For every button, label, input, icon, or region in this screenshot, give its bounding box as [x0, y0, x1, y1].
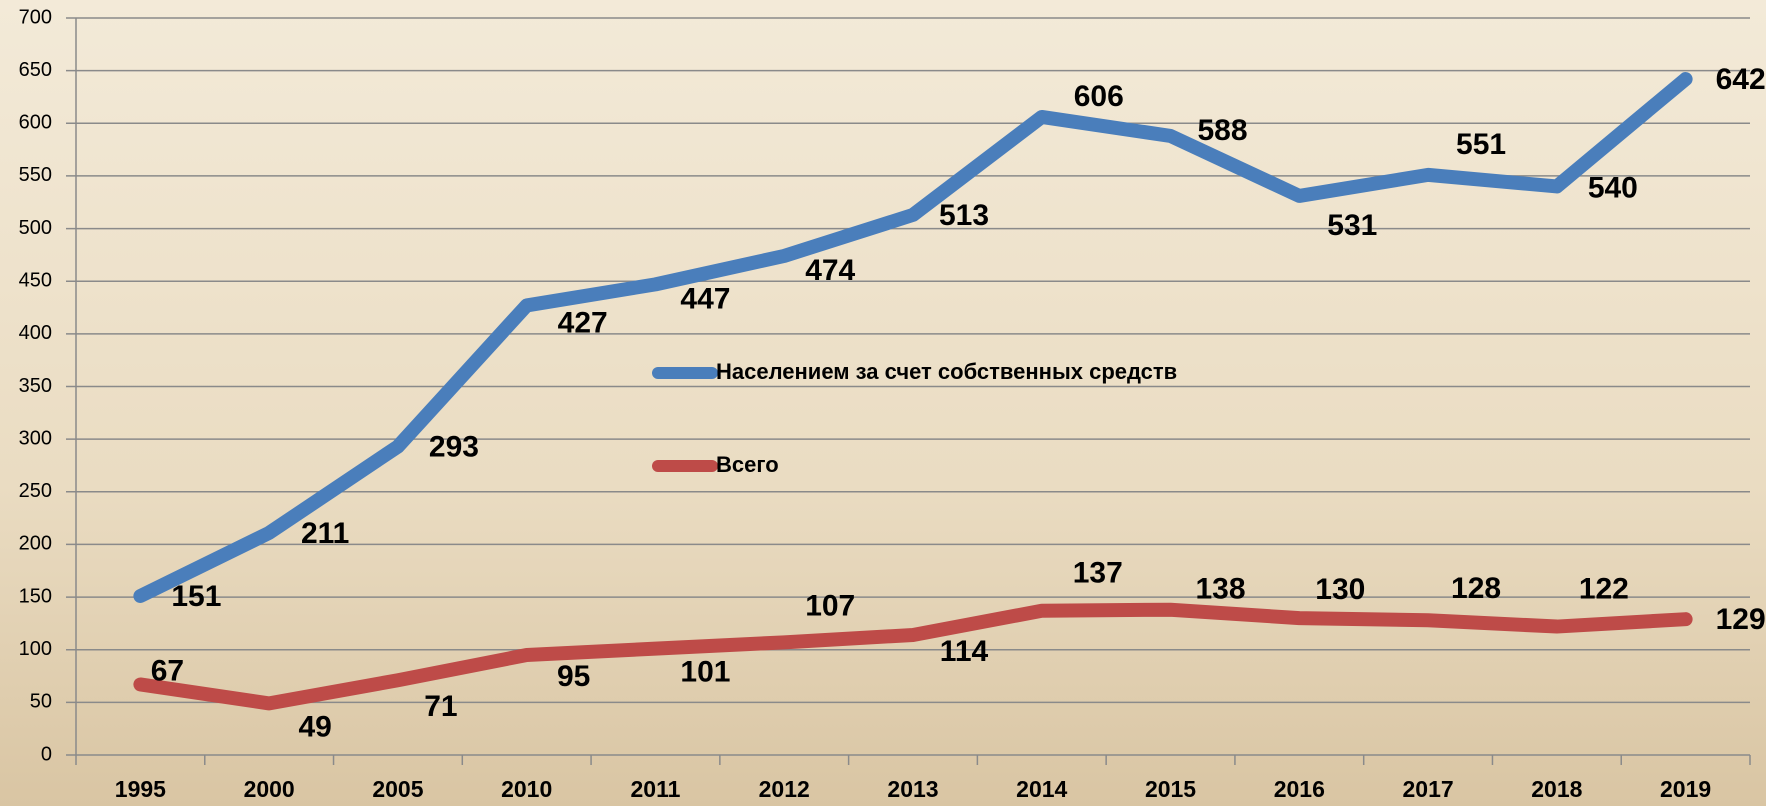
data-label: 137 [1073, 557, 1123, 590]
y-tick-label: 700 [19, 6, 52, 28]
y-tick-label: 550 [19, 164, 52, 186]
plot: 1995 2000 2005 2010 2011 2012 2013 2014 2015 2016… [115, 63, 1766, 802]
y-tick-label: 300 [19, 427, 52, 449]
data-label: 447 [680, 282, 730, 315]
y-tick-label: 100 [19, 638, 52, 660]
x-tick-label: 2019 [1660, 776, 1711, 802]
data-label: 130 [1315, 573, 1365, 606]
y-tick-label: 50 [30, 691, 52, 713]
data-label: 114 [940, 635, 989, 668]
y-tick-label: 400 [19, 322, 52, 344]
x-tick-label: 2018 [1531, 776, 1582, 802]
data-label: 128 [1451, 572, 1501, 605]
x-tick-label: 1995 [115, 776, 166, 802]
data-label: 427 [558, 306, 608, 339]
data-label: 138 [1196, 573, 1246, 606]
series-line [133, 602, 1693, 711]
y-tick-label: 250 [19, 480, 52, 502]
data-label: 513 [939, 199, 989, 232]
x-tick-label: 2013 [887, 776, 938, 802]
x-tick-label: 2012 [759, 776, 810, 802]
data-label: 129 [1716, 603, 1766, 636]
data-label: 293 [429, 430, 479, 463]
x-tick-label: 2014 [1016, 776, 1067, 802]
x-tick-label: 2017 [1402, 776, 1453, 802]
data-label: 531 [1327, 209, 1377, 242]
data-label: 551 [1456, 128, 1506, 161]
x-tick-label: 2015 [1145, 776, 1196, 802]
y-tick-label: 150 [19, 585, 52, 607]
data-label: 606 [1074, 80, 1124, 113]
legend-label: Населением за счет собственных средств [716, 359, 1177, 384]
y-tick-label: 650 [19, 59, 52, 81]
data-label: 122 [1579, 572, 1629, 605]
data-label: 101 [680, 656, 730, 689]
y-tick-label: 350 [19, 375, 52, 397]
data-label: 540 [1588, 171, 1638, 204]
data-label: 95 [557, 660, 590, 693]
data-label: 151 [171, 580, 221, 613]
y-tick-label: 0 [41, 743, 52, 765]
legend-label: Всего [716, 452, 779, 477]
x-tick-label: 2000 [244, 776, 295, 802]
x-tick-label: 2005 [372, 776, 423, 802]
data-label: 49 [298, 710, 331, 743]
data-label: 211 [301, 517, 349, 550]
x-tick-label: 2016 [1274, 776, 1325, 802]
data-label: 67 [151, 654, 184, 687]
data-label: 588 [1198, 114, 1248, 147]
y-tick-label: 600 [19, 112, 52, 134]
x-tick-label: 2010 [501, 776, 552, 802]
data-label: 474 [805, 254, 855, 287]
y-tick-label: 200 [19, 533, 52, 555]
data-label: 107 [805, 589, 855, 622]
data-label: 71 [424, 690, 457, 723]
x-tick-label: 2011 [631, 776, 681, 802]
series-line [133, 72, 1693, 604]
data-label: 642 [1716, 63, 1766, 96]
y-tick-label: 500 [19, 217, 52, 239]
y-tick-label: 450 [19, 269, 52, 291]
